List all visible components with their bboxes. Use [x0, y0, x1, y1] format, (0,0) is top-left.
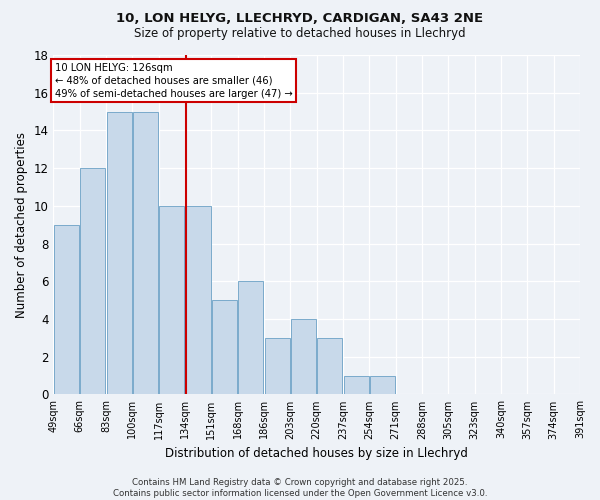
- Bar: [291, 319, 316, 394]
- X-axis label: Distribution of detached houses by size in Llechryd: Distribution of detached houses by size …: [165, 447, 468, 460]
- Bar: [186, 206, 211, 394]
- Bar: [107, 112, 132, 395]
- Bar: [160, 206, 184, 394]
- Bar: [344, 376, 369, 394]
- Text: Contains HM Land Registry data © Crown copyright and database right 2025.
Contai: Contains HM Land Registry data © Crown c…: [113, 478, 487, 498]
- Text: 10, LON HELYG, LLECHRYD, CARDIGAN, SA43 2NE: 10, LON HELYG, LLECHRYD, CARDIGAN, SA43 …: [116, 12, 484, 26]
- Bar: [212, 300, 237, 394]
- Bar: [238, 282, 263, 395]
- Text: 10 LON HELYG: 126sqm
← 48% of detached houses are smaller (46)
49% of semi-detac: 10 LON HELYG: 126sqm ← 48% of detached h…: [55, 62, 292, 99]
- Bar: [133, 112, 158, 395]
- Bar: [370, 376, 395, 394]
- Bar: [80, 168, 106, 394]
- Bar: [54, 224, 79, 394]
- Y-axis label: Number of detached properties: Number of detached properties: [15, 132, 28, 318]
- Bar: [265, 338, 290, 394]
- Text: Size of property relative to detached houses in Llechryd: Size of property relative to detached ho…: [134, 28, 466, 40]
- Bar: [317, 338, 343, 394]
